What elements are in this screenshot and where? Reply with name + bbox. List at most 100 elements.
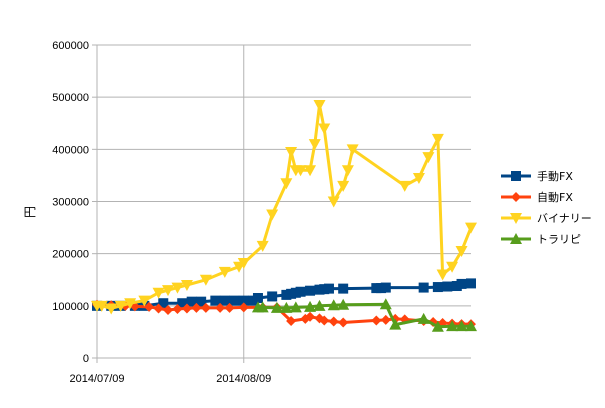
data-point (186, 296, 197, 307)
data-point (180, 279, 193, 291)
data-point (318, 123, 331, 135)
series-4 (251, 298, 477, 332)
data-point (280, 178, 293, 190)
x-tick-labels: 2014/07/09 2014/08/09 (69, 373, 271, 385)
data-point (210, 295, 221, 306)
data-point (380, 282, 391, 293)
series-2 (92, 299, 476, 330)
data-point (199, 274, 212, 286)
y-tick-label: 100000 (52, 301, 89, 313)
data-point (289, 301, 302, 313)
data-point (267, 291, 278, 302)
data-point (285, 146, 298, 158)
data-point (158, 298, 169, 309)
series-line (97, 103, 473, 310)
data-point (432, 282, 443, 293)
data-point (252, 293, 263, 304)
legend-swatch-marker (511, 192, 521, 202)
data-point (196, 296, 207, 307)
data-point (295, 286, 306, 297)
data-point (215, 302, 226, 313)
data-point (371, 315, 382, 326)
y-tick-label: 200000 (52, 249, 89, 261)
data-point (313, 99, 326, 111)
data-point (465, 320, 477, 332)
data-point (341, 165, 354, 177)
data-point (319, 315, 330, 326)
data-point (338, 283, 349, 294)
data-point (294, 165, 307, 177)
y-axis-title: 円 (23, 206, 37, 218)
data-point (124, 298, 137, 310)
legend-label: 自動FX (537, 190, 573, 204)
data-point (389, 318, 402, 330)
data-point (237, 258, 250, 270)
data-point (181, 303, 192, 314)
data-point (200, 302, 211, 313)
data-point (446, 320, 459, 332)
data-point (338, 317, 349, 328)
data-point (162, 285, 175, 297)
y-tick-label: 0 (83, 353, 89, 365)
legend-swatch-marker (510, 233, 522, 244)
data-point (308, 139, 321, 151)
data-point (304, 300, 317, 312)
data-point (417, 312, 430, 324)
y-tick-label: 600000 (52, 40, 89, 52)
data-point (328, 316, 339, 327)
legend-entry: トラリピ (501, 233, 581, 246)
data-point (256, 301, 269, 313)
data-point (153, 303, 164, 314)
data-point (177, 298, 188, 309)
data-point (218, 266, 231, 278)
data-point (327, 196, 340, 208)
data-point (398, 180, 411, 192)
legend-label: バイナリー (537, 212, 592, 225)
data-point (466, 278, 476, 289)
legend-label: トラリピ (537, 233, 581, 246)
data-point (224, 302, 235, 313)
y-tick-labels: 0 100000 200000 300000 400000 500000 600000 (52, 40, 89, 365)
data-point (446, 261, 459, 273)
data-point (465, 222, 477, 234)
gridlines (97, 44, 471, 358)
data-point (313, 299, 326, 311)
data-point (422, 152, 435, 164)
data-point (412, 173, 425, 185)
data-point (266, 209, 279, 221)
data-point (105, 303, 118, 315)
data-point (219, 295, 230, 306)
series-3 (91, 99, 477, 315)
data-point (229, 295, 240, 306)
data-point (380, 314, 391, 325)
data-point (337, 180, 350, 192)
y-tick-label: 500000 (52, 92, 89, 104)
y-tick-label: 300000 (52, 197, 89, 209)
data-point (286, 315, 297, 326)
legend-swatch-marker (510, 213, 522, 224)
data-point (163, 305, 174, 316)
data-point (455, 320, 468, 332)
data-point (95, 300, 108, 312)
legend-swatch-marker (511, 171, 521, 181)
data-point (270, 301, 283, 313)
data-point (238, 295, 249, 306)
data-point (305, 311, 316, 322)
data-point (436, 269, 449, 281)
data-point (327, 299, 340, 311)
data-point (191, 302, 202, 313)
data-point (323, 283, 334, 294)
data-point (442, 281, 453, 292)
series-line (258, 302, 471, 329)
series-group (91, 99, 477, 332)
data-point (304, 165, 317, 177)
data-point (431, 320, 444, 332)
data-point (337, 298, 350, 310)
data-point (138, 295, 151, 307)
legend-entry: バイナリー (501, 212, 592, 225)
data-point (346, 144, 359, 156)
data-point (456, 278, 467, 289)
axes (92, 44, 471, 363)
